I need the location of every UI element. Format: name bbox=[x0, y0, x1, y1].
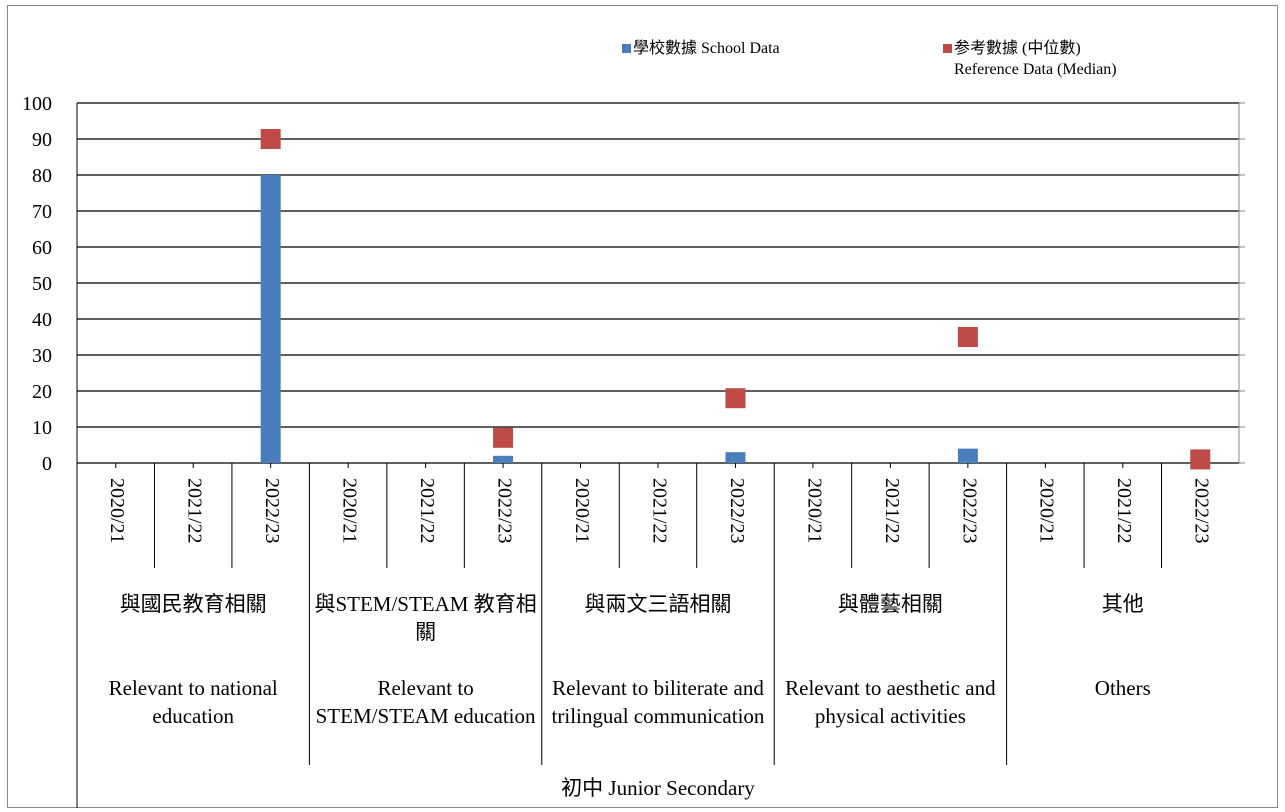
y-tick-label: 0 bbox=[42, 453, 52, 475]
legend-label: 参考數據 (中位數) Reference Data (Median) bbox=[954, 40, 1117, 78]
x-tick-label: 2020/21 bbox=[803, 478, 825, 544]
legend-swatch bbox=[943, 44, 952, 53]
y-tick-label: 60 bbox=[32, 237, 52, 259]
y-tick-label: 90 bbox=[32, 129, 52, 151]
marker bbox=[725, 388, 746, 409]
group-label-en: Relevant to national education bbox=[108, 676, 278, 728]
group-label-en: Relevant to STEM/STEAM education bbox=[315, 676, 536, 728]
x-tick-label: 2021/22 bbox=[1113, 478, 1135, 544]
x-tick-label: 2020/21 bbox=[1036, 478, 1058, 544]
legend-entry: 學校數據 School Data bbox=[622, 38, 780, 59]
y-tick-label: 20 bbox=[32, 381, 52, 403]
supergroup-label: 初中 Junior Secondary bbox=[561, 776, 755, 800]
marker bbox=[260, 129, 281, 149]
bar bbox=[493, 455, 514, 463]
y-tick-label: 10 bbox=[32, 417, 52, 439]
legend-swatch bbox=[622, 44, 631, 53]
group-label-en: Relevant to biliterate and trilingual co… bbox=[551, 676, 765, 728]
x-tick-label: 2022/23 bbox=[493, 478, 515, 544]
y-tick-label: 40 bbox=[32, 309, 52, 331]
marker bbox=[493, 427, 514, 448]
x-tick-label: 2021/22 bbox=[881, 478, 903, 544]
group-label-zh: 其他 bbox=[1101, 592, 1144, 616]
y-tick-label: 50 bbox=[32, 273, 52, 295]
x-tick-label: 2022/23 bbox=[958, 478, 980, 544]
x-tick-label: 2022/23 bbox=[1191, 478, 1213, 544]
x-tick-label: 2020/21 bbox=[571, 478, 593, 544]
y-tick-label: 30 bbox=[32, 345, 52, 367]
legend-entry: 参考數據 (中位數) Reference Data (Median) bbox=[943, 38, 1117, 80]
marker bbox=[1190, 449, 1211, 470]
group-label-en: Others bbox=[1094, 676, 1151, 700]
group-label-zh: 與國民教育相關 bbox=[119, 592, 267, 616]
y-tick-label: 70 bbox=[32, 201, 52, 223]
x-tick-label: 2021/22 bbox=[416, 478, 438, 544]
x-tick-label: 2022/23 bbox=[261, 478, 283, 544]
x-tick-label: 2020/21 bbox=[106, 478, 128, 544]
group-label-zh: 與STEM/STEAM 教育相關 bbox=[314, 592, 537, 644]
x-tick-label: 2022/23 bbox=[726, 478, 748, 544]
bar bbox=[725, 452, 746, 463]
chart-border bbox=[7, 5, 1278, 808]
x-tick-label: 2021/22 bbox=[648, 478, 670, 544]
marker bbox=[957, 327, 978, 347]
y-tick-label: 100 bbox=[22, 93, 52, 115]
legend-label: 學校數據 School Data bbox=[633, 40, 780, 57]
x-tick-label: 2020/21 bbox=[339, 478, 361, 544]
group-label-zh: 與體藝相關 bbox=[837, 592, 943, 616]
group-label-zh: 與兩文三語相關 bbox=[584, 592, 732, 616]
bar bbox=[957, 448, 978, 463]
y-tick-label: 80 bbox=[32, 165, 52, 187]
bar bbox=[260, 175, 281, 463]
x-tick-label: 2021/22 bbox=[184, 478, 206, 544]
group-label-en: Relevant to aesthetic and physical activ… bbox=[785, 676, 996, 728]
